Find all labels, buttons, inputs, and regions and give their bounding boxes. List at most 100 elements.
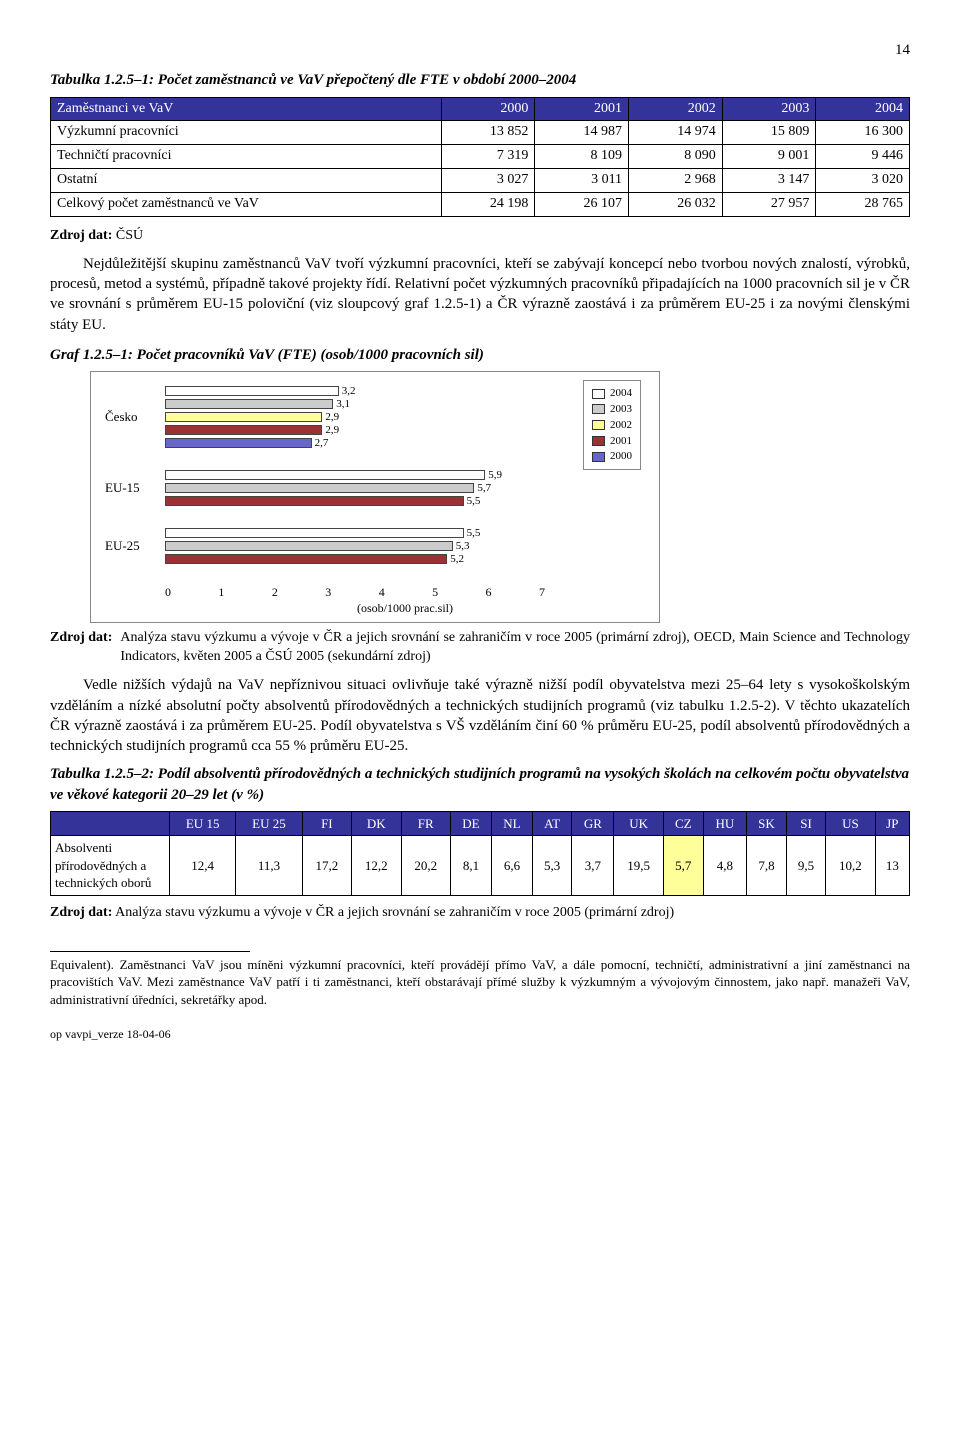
chart-x-tick: 5: [432, 584, 438, 600]
table1-header-cell: 2002: [629, 97, 723, 121]
source3: Zdroj dat: Analýza stavu výzkumu a vývoj…: [50, 904, 910, 923]
chart-bar: [165, 541, 453, 551]
chart-bar: [165, 399, 333, 409]
table2-cell: 20,2: [401, 836, 450, 896]
table1-header-cell: 2004: [816, 97, 910, 121]
table2-header-cell: CZ: [663, 811, 703, 836]
chart-category-label: Česko: [105, 408, 165, 426]
table2-header-cell: [51, 811, 170, 836]
table2-cell: 13: [875, 836, 909, 896]
chart-bar: [165, 412, 322, 422]
source1-text: ČSÚ: [116, 228, 143, 243]
table2-cell: 10,2: [826, 836, 875, 896]
legend-swatch: [592, 452, 605, 462]
table1-cell: 8 109: [535, 145, 629, 169]
table1-cell: 3 147: [722, 169, 816, 193]
chart-x-tick: 1: [218, 584, 224, 600]
table2-cell: 6,6: [491, 836, 532, 896]
table1-cell: 3 027: [441, 169, 535, 193]
table2-header-cell: NL: [491, 811, 532, 836]
chart-bar: [165, 554, 447, 564]
table1-cell: 16 300: [816, 121, 910, 145]
table2-cell: 5,7: [663, 836, 703, 896]
chart-x-tick: 3: [325, 584, 331, 600]
table1-cell: 14 974: [629, 121, 723, 145]
table2-header-cell: EU 15: [170, 811, 236, 836]
table2-header-cell: UK: [614, 811, 663, 836]
source3-label: Zdroj dat:: [50, 905, 112, 920]
paragraph-2: Vedle nižších výdajů na VaV nepříznivou …: [50, 675, 910, 756]
table2-header-cell: US: [826, 811, 875, 836]
table2-cell: 5,3: [532, 836, 571, 896]
table1-cell: 14 987: [535, 121, 629, 145]
table2-cell: 8,1: [450, 836, 491, 896]
table2-header-cell: DE: [450, 811, 491, 836]
table2-header-cell: HU: [703, 811, 746, 836]
table2-header-cell: JP: [875, 811, 909, 836]
table2-row-label: Absolventi přírodovědných a technických …: [51, 836, 170, 896]
table1: Zaměstnanci ve VaV20002001200220032004Vý…: [50, 97, 910, 217]
source2-text: Analýza stavu výzkumu a vývoje v ČR a je…: [120, 629, 910, 667]
table1-cell: 26 107: [535, 193, 629, 217]
chart-bar: [165, 470, 485, 480]
table2-header-cell: GR: [572, 811, 614, 836]
bar-chart: 20042003200220012000 Česko3,23,12,92,92,…: [90, 371, 660, 623]
table1-cell: 3 011: [535, 169, 629, 193]
chart-bar: [165, 438, 312, 448]
source2: Zdroj dat: Analýza stavu výzkumu a vývoj…: [50, 629, 910, 667]
table2-cell: 4,8: [703, 836, 746, 896]
table2-header-cell: SK: [747, 811, 787, 836]
chart-bar-label: 5,5: [467, 494, 481, 509]
table1-header-cell: 2001: [535, 97, 629, 121]
table1-cell: 8 090: [629, 145, 723, 169]
table2-cell: 7,8: [747, 836, 787, 896]
table1-cell: Ostatní: [51, 169, 442, 193]
chart-bar: [165, 386, 339, 396]
chart-x-tick: 4: [379, 584, 385, 600]
chart-x-axis: 0 1 2 3 4 5 6 7: [165, 584, 545, 600]
chart-bar-label: 5,2: [450, 552, 464, 567]
chart-x-tick: 0: [165, 584, 171, 600]
chart-x-tick: 7: [539, 584, 545, 600]
table2-header-cell: SI: [786, 811, 825, 836]
table1-cell: 2 968: [629, 169, 723, 193]
chart-bar-label: 2,7: [315, 436, 329, 451]
table2-cell: 12,2: [352, 836, 401, 896]
chart-group: EU-255,55,35,2: [105, 526, 645, 566]
table1-cell: Celkový počet zaměstnanců ve VaV: [51, 193, 442, 217]
table2-header-cell: FR: [401, 811, 450, 836]
source3-text: Analýza stavu výzkumu a vývoje v ČR a je…: [115, 905, 674, 920]
table2-cell: 17,2: [302, 836, 351, 896]
table1-cell: 13 852: [441, 121, 535, 145]
footnote: Equivalent). Zaměstnanci VaV jsou míněni…: [50, 956, 910, 1009]
chart-x-tick: 6: [486, 584, 492, 600]
table1-cell: 3 020: [816, 169, 910, 193]
table1-cell: 9 446: [816, 145, 910, 169]
chart-x-tick: 2: [272, 584, 278, 600]
table2-cell: 11,3: [236, 836, 302, 896]
legend-label: 2000: [610, 449, 632, 464]
table2-header-cell: DK: [352, 811, 401, 836]
chart-x-caption: (osob/1000 prac.sil): [165, 600, 645, 616]
table1-cell: 9 001: [722, 145, 816, 169]
chart-group: Česko3,23,12,92,92,7: [105, 384, 645, 450]
table1-cell: 15 809: [722, 121, 816, 145]
table1-cell: 28 765: [816, 193, 910, 217]
table2-header-cell: EU 25: [236, 811, 302, 836]
chart-bar: [165, 483, 474, 493]
footer: op vavpi_verze 18-04-06: [50, 1026, 910, 1042]
table2-cell: 12,4: [170, 836, 236, 896]
chart-bar: [165, 425, 322, 435]
paragraph-1: Nejdůležitější skupinu zaměstnanců VaV t…: [50, 254, 910, 335]
table1-cell: 7 319: [441, 145, 535, 169]
footnote-rule: [50, 951, 250, 952]
table1-cell: Výzkumní pracovníci: [51, 121, 442, 145]
chart-title: Graf 1.2.5–1: Počet pracovníků VaV (FTE)…: [50, 345, 910, 365]
table2-cell: 3,7: [572, 836, 614, 896]
source1: Zdroj dat: ČSÚ: [50, 227, 910, 246]
table1-cell: 27 957: [722, 193, 816, 217]
table2-header-cell: AT: [532, 811, 571, 836]
table2-cell: 19,5: [614, 836, 663, 896]
table2-title: Tabulka 1.2.5–2: Podíl absolventů přírod…: [50, 764, 910, 805]
table1-cell: Techničtí pracovníci: [51, 145, 442, 169]
